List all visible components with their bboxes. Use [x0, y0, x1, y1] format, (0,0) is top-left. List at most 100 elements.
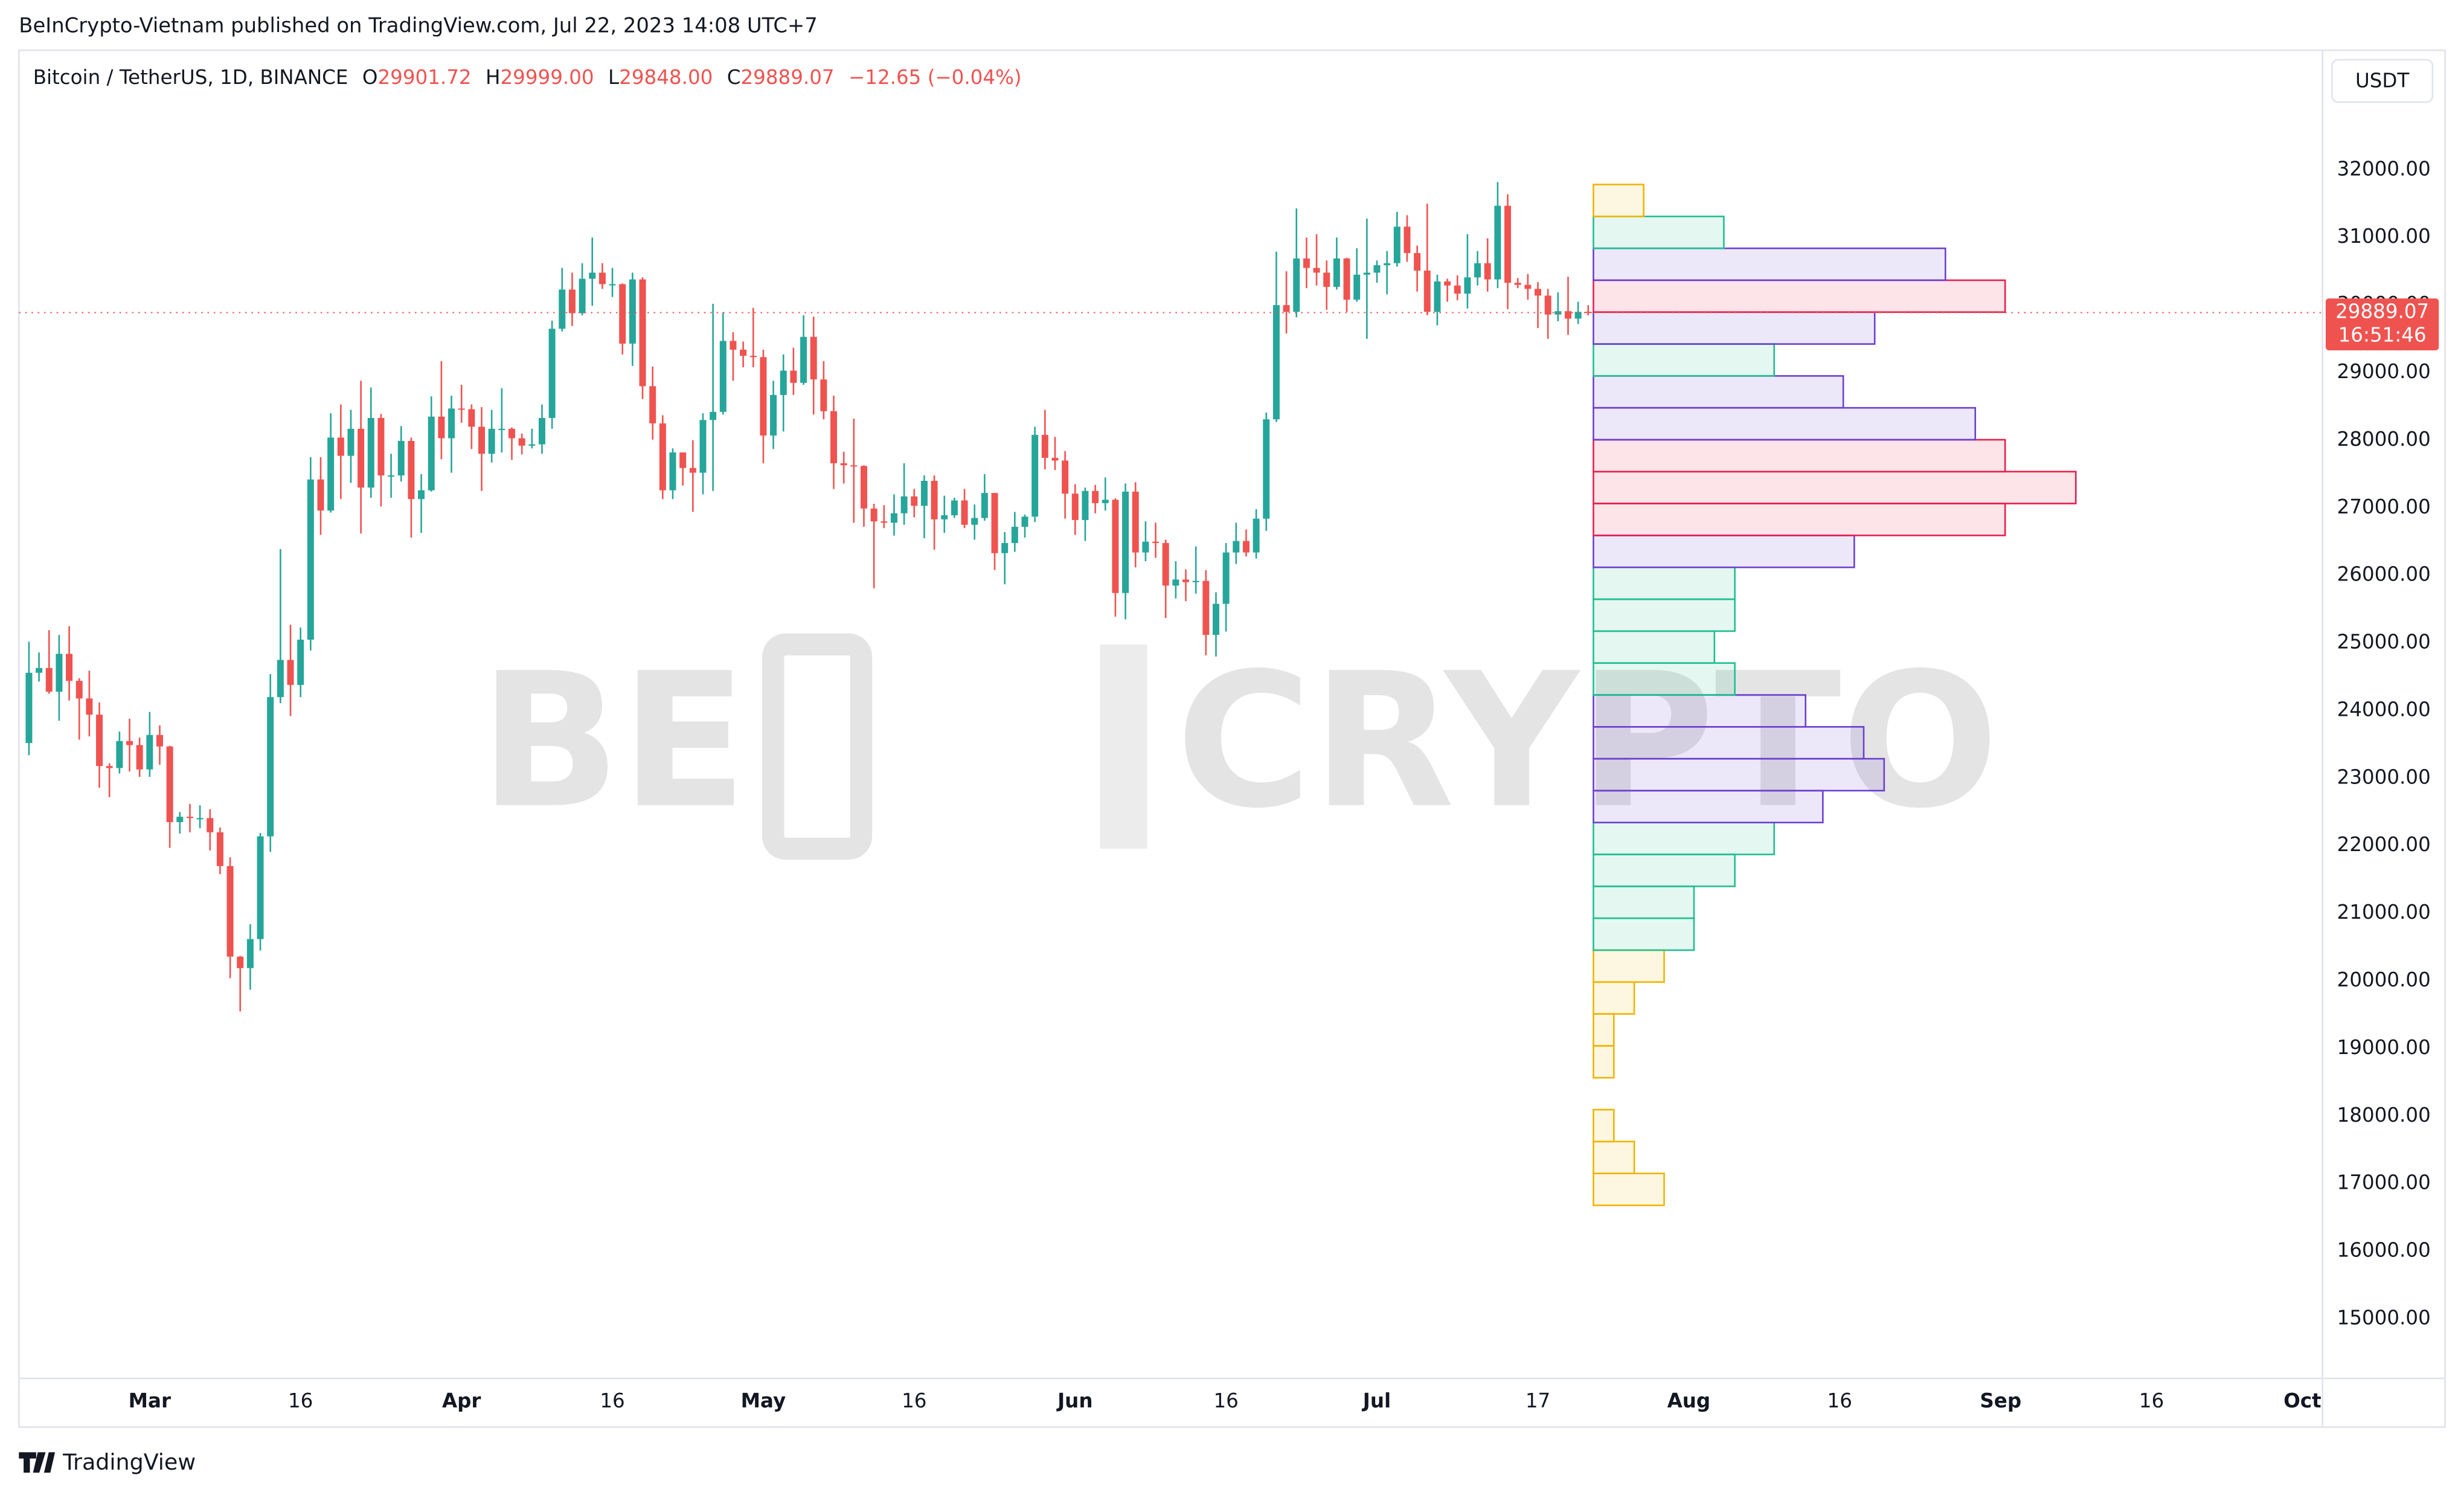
candle-body [850, 465, 858, 467]
candle-body [1172, 579, 1179, 586]
candle-body [770, 394, 777, 436]
candle-body [126, 741, 133, 745]
x-tick-label: 17 [1526, 1389, 1550, 1412]
price-badge-value: 29889.07 [2335, 300, 2429, 323]
candle-body [287, 660, 294, 685]
candle-body [397, 440, 405, 476]
volume-profile-bar [1593, 279, 2006, 313]
currency[interactable]: USDT [2355, 69, 2409, 92]
candle-body [840, 463, 847, 466]
change: −12.65 (−0.04%) [849, 66, 1022, 89]
x-tick-label: Jul [1362, 1389, 1391, 1412]
candle-body [790, 370, 797, 383]
candle-body [920, 481, 928, 506]
candle-body [428, 416, 435, 490]
candle-body [96, 715, 103, 767]
volume-profile-bar [1593, 184, 1645, 217]
ohlc-value: 29889.07 [740, 66, 834, 89]
y-tick-label: 29000.00 [2337, 360, 2431, 383]
candle-body [669, 452, 676, 490]
candle-body [1414, 252, 1421, 271]
candle-body [1031, 434, 1039, 517]
volume-profile-bar [1593, 757, 1885, 792]
frame [18, 49, 2446, 1428]
candle-body [1524, 285, 1532, 289]
volume-profile-bar [1593, 854, 1736, 887]
candle-body [488, 428, 495, 454]
candle-body [1233, 541, 1240, 553]
candle-body [1373, 265, 1381, 273]
candle-body [1142, 541, 1149, 553]
candle-body [448, 408, 455, 439]
candle-body [1021, 516, 1028, 527]
volume-profile-bar [1593, 949, 1665, 983]
candle-body [1283, 305, 1290, 312]
candle-body [1202, 580, 1210, 635]
candle-body [216, 832, 223, 866]
ohlc-label: L [608, 66, 619, 89]
candle-body [911, 496, 918, 506]
candle-body [951, 500, 958, 516]
y-tick-label: 16000.00 [2337, 1239, 2431, 1262]
y-tick-label: 21000.00 [2337, 901, 2431, 924]
candle-body [116, 741, 123, 768]
candle-body [1404, 227, 1411, 253]
candle-body [418, 490, 425, 500]
candle-body [981, 493, 988, 518]
candle-body [257, 836, 264, 939]
volume-profile-bar [1593, 439, 2006, 473]
candle-body [780, 370, 787, 395]
candle-body [438, 416, 445, 439]
candle-body [679, 452, 687, 468]
y-tick-label: 23000.00 [2337, 765, 2431, 788]
y-tick-label: 20000.00 [2337, 968, 2431, 991]
x-tick-label: Aug [1667, 1389, 1711, 1412]
candle-body [639, 279, 646, 387]
y-tick-label: 15000.00 [2337, 1306, 2431, 1329]
currency-button[interactable] [2331, 59, 2434, 103]
candle-body [941, 515, 948, 519]
candle-body [719, 341, 727, 412]
y-tick-label: 17000.00 [2337, 1171, 2431, 1194]
candle-body [45, 667, 53, 692]
watermark-logo [762, 633, 873, 860]
candle-body [1132, 491, 1139, 553]
ohlc-value: 29901.72 [377, 66, 471, 89]
candle-body [1504, 205, 1512, 283]
ohlc-label: H [486, 66, 500, 89]
candle-body [347, 428, 355, 456]
candle-body [1353, 274, 1361, 300]
volume-profile-bar [1593, 1108, 1615, 1143]
candle-body [156, 735, 163, 747]
candle-body [1384, 263, 1391, 266]
x-tick-label: May [741, 1389, 786, 1412]
candle-body [458, 408, 465, 410]
x-tick-label: Apr [442, 1389, 481, 1412]
brand: TradingView [62, 1449, 196, 1475]
candle-body [1474, 263, 1481, 278]
candle-body [579, 278, 586, 313]
candle-body [740, 349, 747, 356]
candle-body [689, 468, 696, 473]
volume-profile-bar [1593, 535, 1855, 568]
y-tick-label: 28000.00 [2337, 428, 2431, 451]
x-tick-label: Jun [1056, 1389, 1092, 1412]
y-tick-label: 32000.00 [2337, 157, 2431, 180]
candle-body [619, 284, 626, 344]
candle-body [1363, 272, 1370, 275]
candle-body [36, 667, 43, 673]
candle-body [598, 272, 606, 285]
volume-profile-bar [1593, 311, 1876, 345]
candle-body [106, 766, 113, 768]
candle-body [800, 336, 807, 383]
candle-body [870, 508, 877, 522]
candle-body [377, 417, 385, 476]
watermark: BE [480, 634, 748, 849]
candle-body [1514, 283, 1521, 285]
candle-body [1564, 311, 1571, 319]
volume-profile-bar [1593, 981, 1635, 1015]
plot [19, 182, 2323, 1206]
candle-body [1585, 312, 1592, 313]
candle-body [207, 818, 214, 832]
